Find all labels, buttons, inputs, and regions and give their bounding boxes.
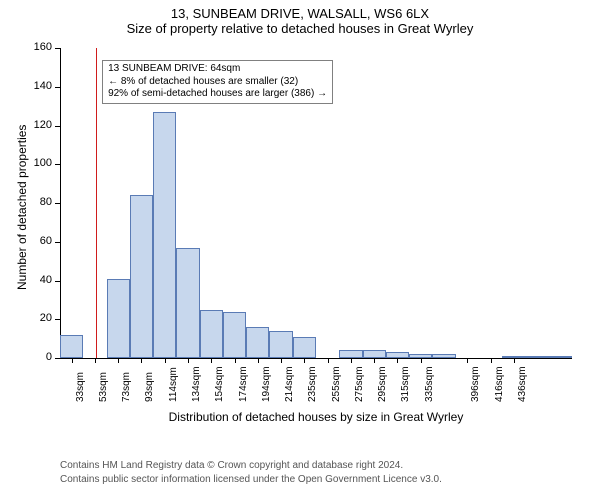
x-tick — [211, 358, 212, 363]
x-axis — [60, 358, 572, 359]
reference-line — [96, 48, 97, 358]
x-tick — [235, 358, 236, 363]
histogram-bar — [293, 337, 316, 358]
annotation-line-2: ← 8% of detached houses are smaller (32) — [108, 76, 327, 89]
x-tick — [397, 358, 398, 363]
annotation-box: 13 SUNBEAM DRIVE: 64sqm← 8% of detached … — [102, 60, 333, 104]
x-tick — [118, 358, 119, 363]
x-tick-label: 53sqm — [98, 372, 109, 402]
chart-area: 02040608010012014016033sqm53sqm73sqm93sq… — [0, 40, 600, 440]
y-tick — [55, 358, 60, 359]
y-tick — [55, 203, 60, 204]
x-tick — [351, 358, 352, 363]
y-tick-label: 160 — [24, 41, 52, 53]
copyright-line-1: Contains HM Land Registry data © Crown c… — [60, 460, 403, 471]
x-tick — [165, 358, 166, 363]
y-tick — [55, 319, 60, 320]
y-tick — [55, 164, 60, 165]
y-axis-label: Number of detached properties — [15, 124, 29, 289]
histogram-bar — [107, 279, 130, 358]
x-tick-label: 73sqm — [121, 372, 132, 402]
histogram-bar — [60, 335, 83, 358]
x-tick-label: 295sqm — [377, 366, 388, 402]
x-tick-label: 214sqm — [284, 366, 295, 402]
x-tick-label: 275sqm — [354, 366, 365, 402]
histogram-bar — [432, 354, 455, 358]
histogram-bar — [363, 350, 386, 358]
x-tick-label: 335sqm — [424, 366, 435, 402]
copyright-line-2: Contains public sector information licen… — [60, 474, 442, 485]
x-tick — [421, 358, 422, 363]
y-tick — [55, 48, 60, 49]
y-tick — [55, 281, 60, 282]
x-tick-label: 93sqm — [144, 372, 155, 402]
x-tick — [304, 358, 305, 363]
x-tick-label: 235sqm — [307, 366, 318, 402]
annotation-line-3: 92% of semi-detached houses are larger (… — [108, 88, 327, 101]
x-axis-label: Distribution of detached houses by size … — [60, 410, 572, 424]
x-tick-label: 315sqm — [400, 366, 411, 402]
y-tick — [55, 126, 60, 127]
y-tick — [55, 242, 60, 243]
x-tick-label: 154sqm — [214, 366, 225, 402]
x-tick-label: 33sqm — [75, 372, 86, 402]
x-tick — [328, 358, 329, 363]
x-tick — [467, 358, 468, 363]
y-tick — [55, 87, 60, 88]
histogram-bar — [153, 112, 176, 358]
x-tick — [491, 358, 492, 363]
x-tick-label: 134sqm — [191, 366, 202, 402]
histogram-bar — [246, 327, 269, 358]
x-tick — [95, 358, 96, 363]
histogram-bar — [339, 350, 362, 358]
title-line-2: Size of property relative to detached ho… — [0, 21, 600, 36]
title-line-1: 13, SUNBEAM DRIVE, WALSALL, WS6 6LX — [0, 6, 600, 21]
y-tick-label: 0 — [24, 351, 52, 363]
x-tick-label: 255sqm — [331, 366, 342, 402]
plot-region: 02040608010012014016033sqm53sqm73sqm93sq… — [60, 48, 572, 358]
annotation-line-1: 13 SUNBEAM DRIVE: 64sqm — [108, 63, 327, 76]
x-tick-label: 416sqm — [494, 366, 505, 402]
y-axis — [60, 48, 61, 358]
histogram-bar — [176, 248, 199, 358]
histogram-bar — [200, 310, 223, 358]
x-tick-label: 114sqm — [168, 367, 179, 402]
histogram-bar — [223, 312, 246, 359]
x-tick — [374, 358, 375, 363]
x-tick-label: 174sqm — [238, 366, 249, 402]
y-tick-label: 20 — [24, 312, 52, 324]
x-tick — [72, 358, 73, 363]
x-tick — [281, 358, 282, 363]
x-tick-label: 396sqm — [470, 366, 481, 402]
y-tick-label: 140 — [24, 80, 52, 92]
histogram-bar — [130, 195, 153, 358]
x-tick-label: 436sqm — [517, 366, 528, 402]
histogram-bar — [525, 356, 548, 358]
x-tick — [188, 358, 189, 363]
histogram-bar — [269, 331, 292, 358]
x-tick — [258, 358, 259, 363]
histogram-bar — [549, 356, 572, 358]
x-tick — [141, 358, 142, 363]
x-tick — [514, 358, 515, 363]
x-tick-label: 194sqm — [261, 366, 272, 402]
